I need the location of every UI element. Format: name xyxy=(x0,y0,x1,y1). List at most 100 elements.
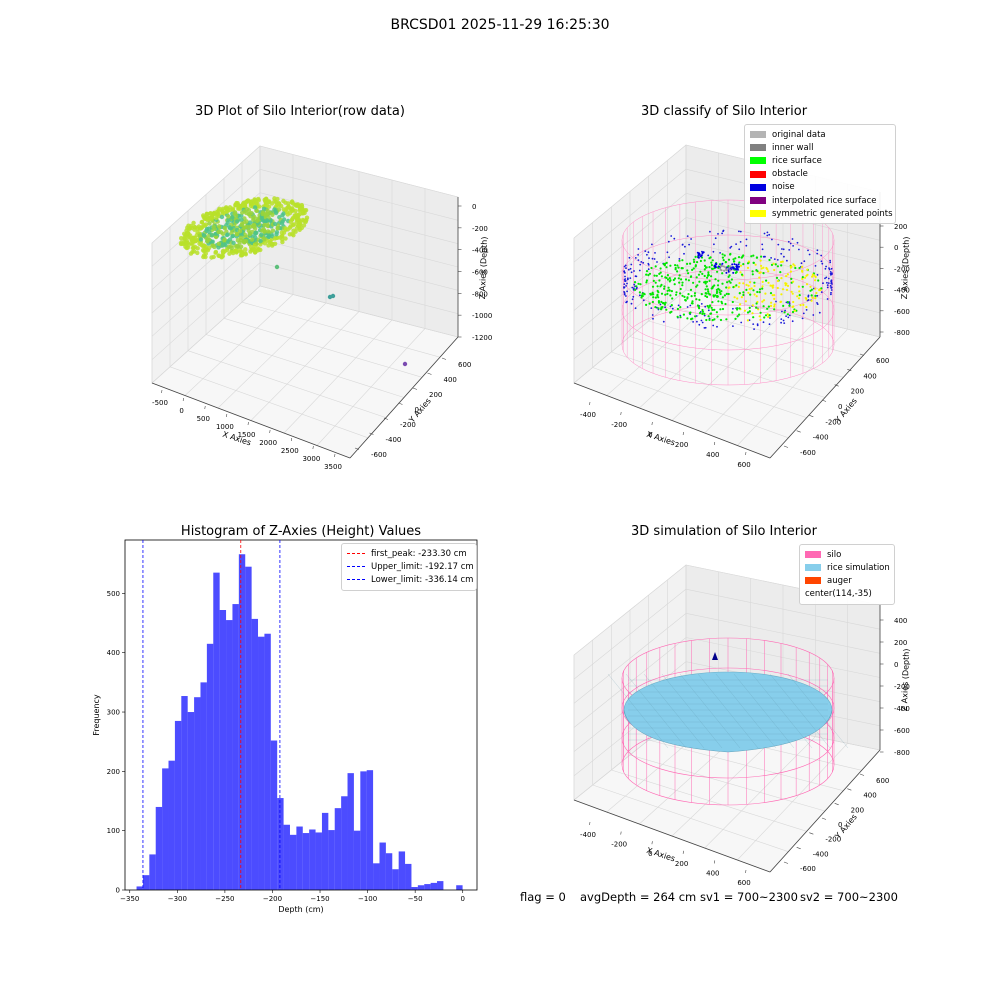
cls-surface-point xyxy=(716,294,719,298)
cls-surface-point xyxy=(776,286,779,290)
cls-surface-point xyxy=(752,254,755,257)
cls-surface-point xyxy=(734,271,737,274)
raw-point xyxy=(208,211,213,216)
cls-noise-point xyxy=(629,267,632,270)
legend-line-sample xyxy=(347,553,365,555)
raw-point xyxy=(239,252,245,258)
cls-surface-point xyxy=(679,287,682,291)
cls-surface-point xyxy=(742,263,745,266)
cls-noise-point xyxy=(818,311,821,314)
cls-surface-point xyxy=(794,266,797,270)
raw-point xyxy=(219,214,225,220)
cls-surface-point xyxy=(741,255,744,258)
legend-label: first_peak: -233.30 cm xyxy=(371,548,467,559)
cls-surface-point xyxy=(638,291,641,294)
raw-point xyxy=(195,246,200,251)
raw-point xyxy=(202,233,207,238)
raw-point xyxy=(201,213,206,218)
cls-noise-point xyxy=(704,305,707,308)
cls-surface-point xyxy=(639,283,642,286)
cls-surface-point xyxy=(770,263,774,266)
histogram-bar xyxy=(181,696,188,890)
histogram-bar xyxy=(200,682,207,890)
cls-surface-point xyxy=(664,276,667,279)
cls-surface-point xyxy=(788,304,791,307)
raw-point xyxy=(197,233,202,238)
cls-y-tick-label: -600 xyxy=(800,449,816,457)
raw-y-tick xyxy=(383,417,389,420)
sim-y-tick xyxy=(821,817,827,820)
histogram-bar xyxy=(366,770,374,890)
cls-noise-point xyxy=(753,328,755,330)
cls-surface-point xyxy=(656,293,659,296)
cls-noise-point xyxy=(633,287,635,290)
cls-surface-point xyxy=(693,260,696,264)
cls-noise-point xyxy=(787,316,790,319)
cls-y-tick-label: 0 xyxy=(838,403,842,411)
cls-surface-point xyxy=(710,264,713,267)
legend-label: original data xyxy=(772,129,826,140)
cls-surface-point xyxy=(745,283,748,286)
raw-point xyxy=(285,212,290,217)
cls-noise-point xyxy=(830,291,832,294)
cls-surface-point xyxy=(739,271,742,274)
cls-noise-point xyxy=(816,249,819,252)
cls-surface-point xyxy=(738,307,741,310)
cls-surface-point xyxy=(755,295,758,298)
cls-surface-point xyxy=(695,276,698,279)
cls-noise-point xyxy=(683,252,685,255)
cls-noise-point xyxy=(638,294,641,297)
cls-noise-point xyxy=(700,303,703,305)
cls-surface-point xyxy=(687,279,690,282)
cls-surface-point xyxy=(805,298,808,301)
cls-noise-point xyxy=(735,243,737,245)
sim-mesh-line xyxy=(643,673,705,749)
raw-point xyxy=(201,244,206,249)
raw-point xyxy=(266,204,272,209)
cls-surface-point xyxy=(668,277,671,280)
sim-mesh-line xyxy=(661,673,723,749)
histogram-legend-item: Lower_limit: -336.14 cm xyxy=(347,573,473,586)
cls-noise-point xyxy=(781,310,783,313)
cls-surface-point xyxy=(767,270,770,273)
raw-x-tick-label: 3500 xyxy=(324,463,342,471)
cls-surface-point xyxy=(747,284,750,287)
cls-surface-point xyxy=(711,301,714,304)
cls-noise-point xyxy=(629,277,632,279)
cls-surface-point xyxy=(651,300,654,304)
cls-surface-point xyxy=(657,307,660,310)
cls-surface-point xyxy=(786,284,790,287)
cls-noise-cluster-point xyxy=(738,265,740,268)
cls-surface-point xyxy=(708,318,711,321)
raw-point xyxy=(254,208,260,213)
cls-surface-point xyxy=(666,292,669,295)
cls-surface-point xyxy=(759,311,762,314)
cls-y-tick xyxy=(847,369,852,372)
histogram-bar xyxy=(270,740,278,890)
cls-surface-point xyxy=(751,304,754,307)
cls-noise-point xyxy=(698,323,701,326)
sim-y-tick-label: -200 xyxy=(825,836,841,844)
cls-y-tick xyxy=(821,399,827,402)
cls-surface-point xyxy=(664,262,667,265)
cls-surface-point xyxy=(723,294,726,297)
simulation-legend-item: center(114,-35) xyxy=(805,588,889,601)
cls-noise-point xyxy=(773,258,776,260)
raw-point xyxy=(227,225,232,230)
raw-point xyxy=(198,226,204,231)
legend-swatch xyxy=(805,577,821,585)
cls-noise-point xyxy=(830,293,832,296)
cls-noise-point xyxy=(739,230,742,233)
cls-surface-point xyxy=(789,270,792,273)
cls-surface-point xyxy=(669,264,672,267)
cls-surface-point xyxy=(652,296,655,299)
sim-y-tick xyxy=(783,861,789,864)
cls-surface-point xyxy=(707,273,710,276)
histogram-bar xyxy=(232,604,239,890)
raw-x-tick-label: 500 xyxy=(197,415,210,423)
histogram-bar xyxy=(309,829,316,890)
cls-surface-point xyxy=(698,280,701,283)
cls-noise-point xyxy=(814,265,817,267)
raw-point xyxy=(249,211,254,216)
cls-noise-point xyxy=(739,241,742,243)
